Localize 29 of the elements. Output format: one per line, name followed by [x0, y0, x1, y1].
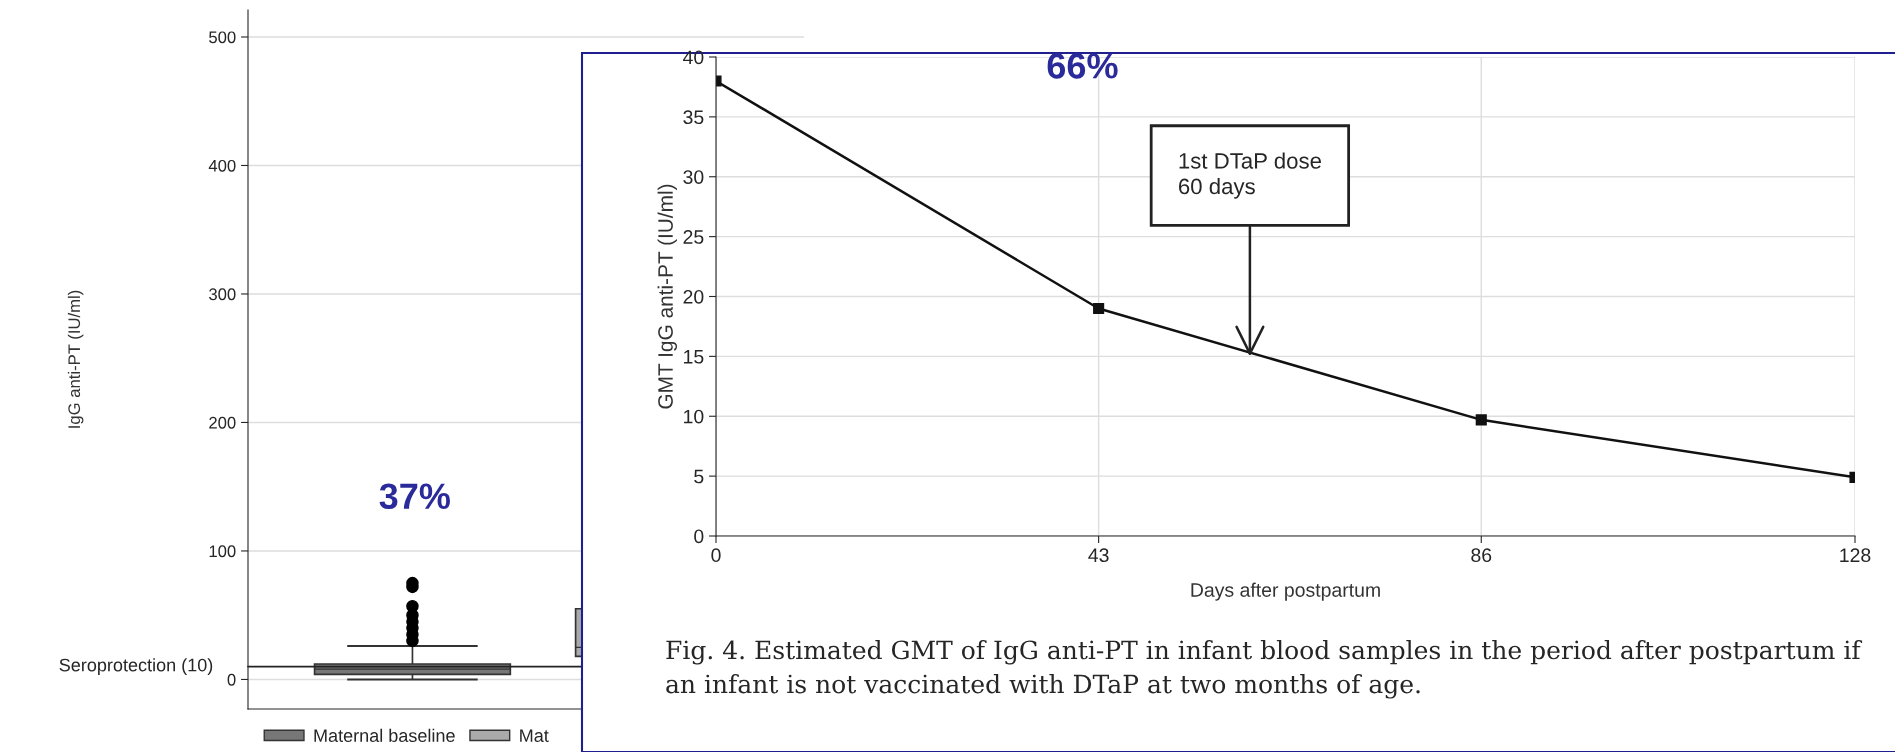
- y-tick-label: 15: [684, 350, 704, 364]
- annotation: 66%: [1047, 53, 1118, 79]
- ref-line-label: Seroprotection (10): [59, 658, 213, 676]
- y-tick-label: 200: [209, 416, 236, 429]
- y-tick-label: 400: [208, 159, 236, 172]
- x-tick-label: 0: [711, 548, 721, 563]
- x-tick-label: 43: [1088, 548, 1109, 563]
- y-tick-label: 0: [227, 673, 236, 686]
- y-tick-label: 25: [683, 230, 704, 244]
- annotation: 37%: [379, 483, 450, 510]
- y-tick-label: 40: [683, 50, 704, 65]
- y-tick-label: 500: [209, 31, 236, 44]
- y-tick-label: 0: [694, 529, 704, 544]
- y-tick-label: 20: [683, 289, 704, 304]
- x-axis-title: Days after postpartum: [1191, 582, 1380, 601]
- y-tick-label: 10: [684, 409, 704, 424]
- annotation: 1st DTaP dose 60 days: [1178, 152, 1321, 199]
- y-tick-label: 100: [209, 545, 236, 558]
- y-tick-label: 35: [683, 110, 704, 125]
- annotation: Fig. 4. Estimated GMT of IgG anti-PT in infant blood samples in the period after postpartum if an infant is not vaccinated with DTaP at two months of age.: [666, 640, 1863, 699]
- y-tick-label: 5: [694, 469, 704, 484]
- x-tick-label: 86: [1471, 548, 1492, 563]
- x-tick-label: 128: [1840, 548, 1871, 563]
- y-axis-title: IgG anti-PT (IU/ml): [67, 290, 84, 428]
- legend-label: Mat: [520, 729, 549, 743]
- y-tick-label: 30: [683, 170, 704, 184]
- y-axis-title: GMT IgG anti-PT (IU/ml): [657, 184, 678, 409]
- legend-label: Maternal baseline: [314, 728, 455, 743]
- y-tick-label: 300: [209, 288, 236, 301]
